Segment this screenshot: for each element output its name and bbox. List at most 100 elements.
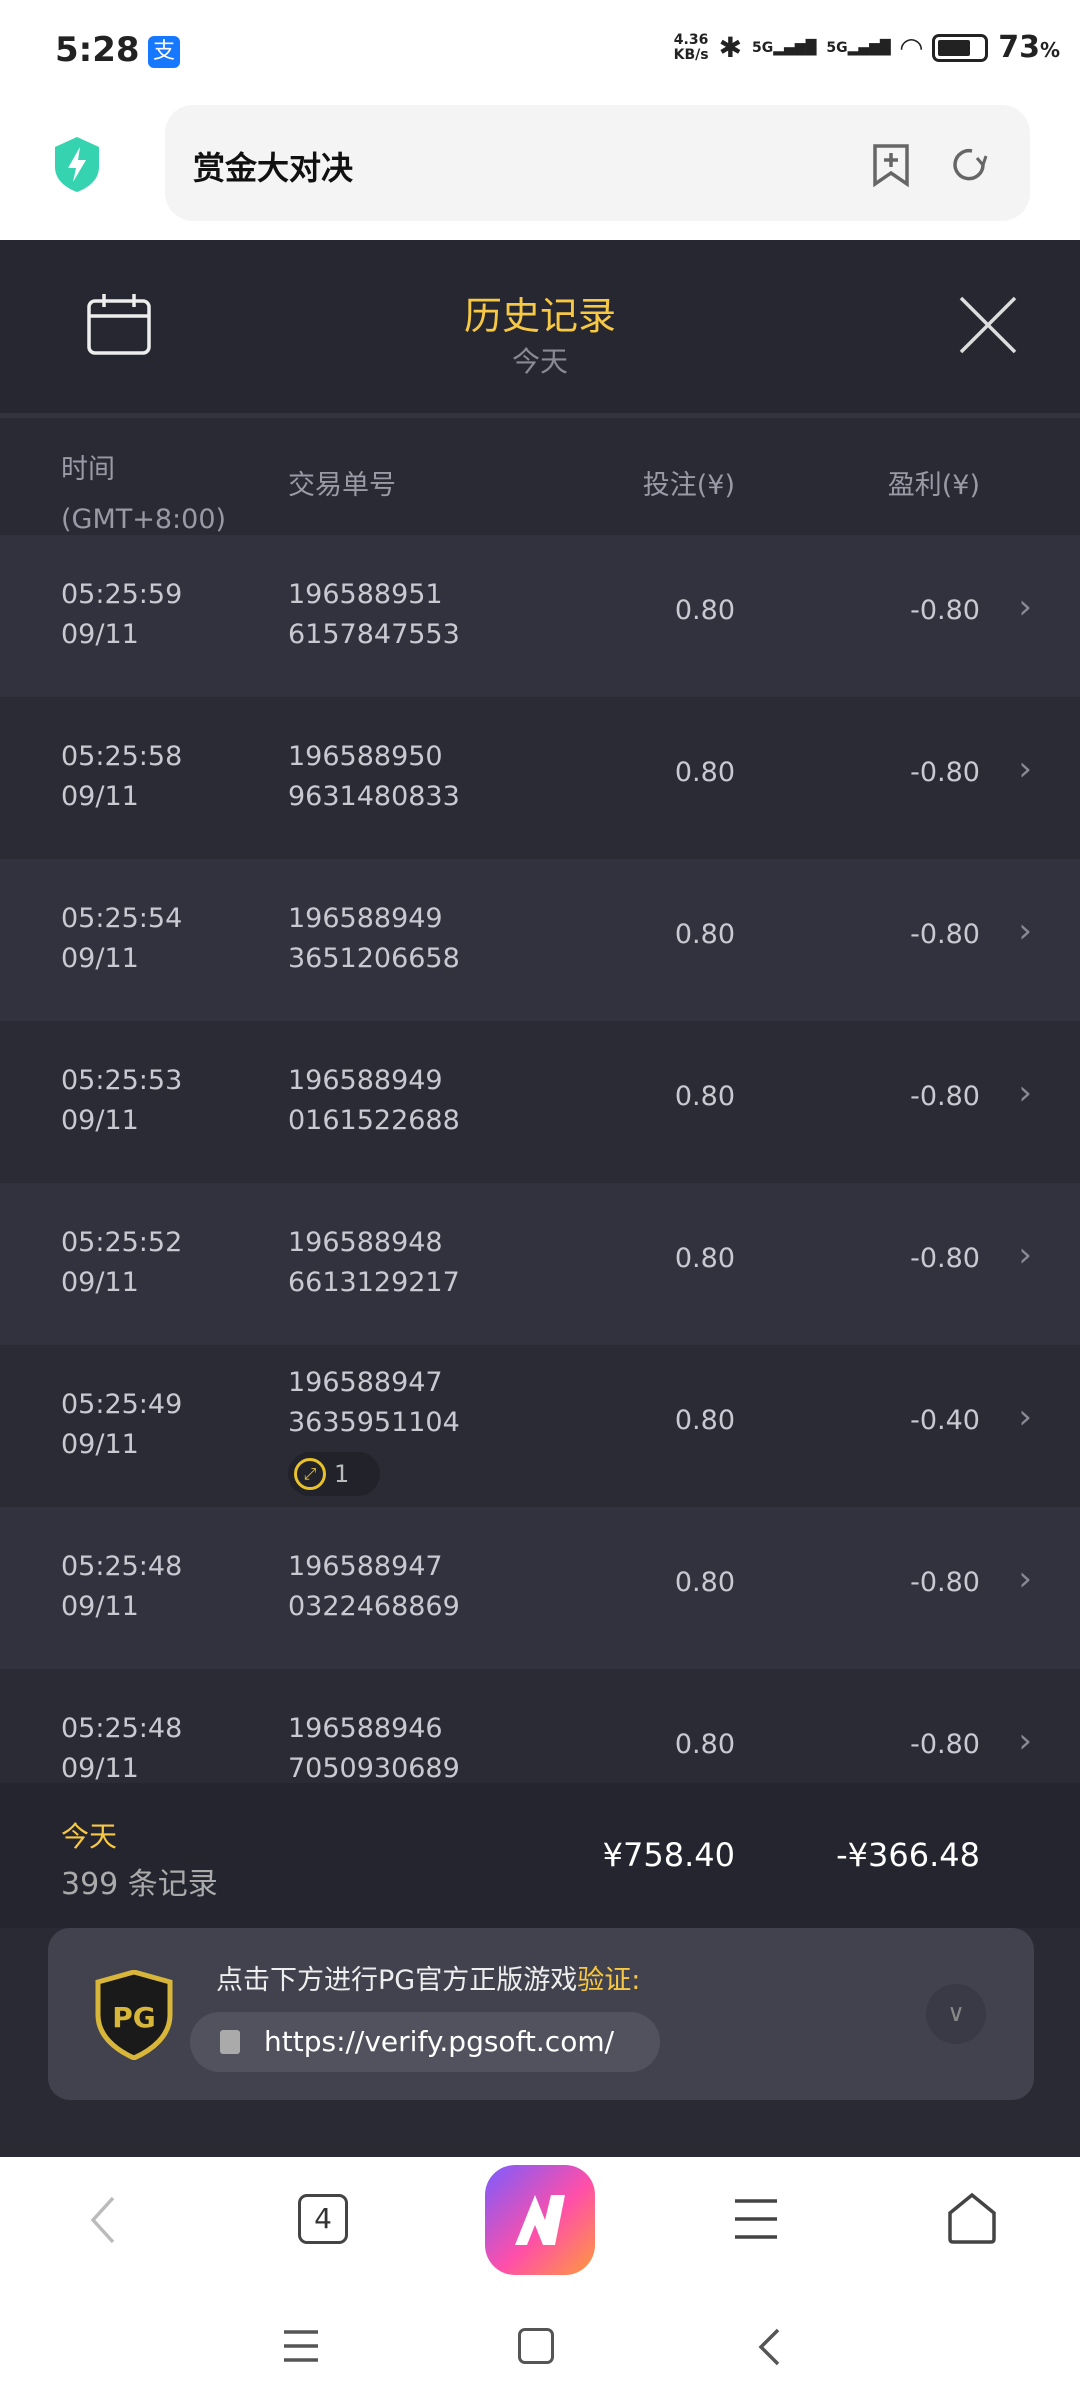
bluetooth-icon: ✱	[718, 31, 743, 64]
row-txn-id: 0322468869	[288, 1591, 460, 1622]
row-bet: 0.80	[674, 1081, 735, 1112]
row-txn-id: 6157847553	[288, 619, 460, 650]
history-title: 历史记录	[463, 294, 616, 338]
row-profit: -0.40	[910, 1405, 980, 1436]
row-profit: -0.80	[910, 1243, 980, 1274]
verify-banner: PG 点击下方进行PG官方正版游戏验证: https://verify.pgso…	[48, 1928, 1034, 2100]
tabs-button[interactable]: 4	[298, 2194, 348, 2244]
row-txn-id: 196588947	[288, 1551, 443, 1582]
chevron-right-icon[interactable]: ›	[1018, 1721, 1032, 1761]
row-date: 09/11	[61, 781, 139, 812]
table-row[interactable]: 05:25:49 09/11 196588947 3635951104 0.80 -…	[0, 1345, 1080, 1507]
row-time: 05:25:48	[61, 1551, 183, 1582]
refresh-icon[interactable]	[950, 145, 990, 185]
table-row[interactable]: 05:25:53 09/11 196588949 0161522688 0.80 -…	[0, 1021, 1080, 1183]
row-txn-id: 196588947	[288, 1367, 443, 1398]
row-txn-id: 6613129217	[288, 1267, 460, 1298]
row-bet: 0.80	[674, 1729, 735, 1760]
system-home-icon[interactable]	[518, 2328, 554, 2364]
status-time: 5:28	[55, 30, 140, 70]
row-time: 05:25:53	[61, 1065, 183, 1096]
date-filter-label[interactable]: 今天	[511, 345, 568, 378]
col-txn: 交易单号	[288, 470, 396, 501]
chevron-right-icon[interactable]: ›	[1018, 1235, 1032, 1275]
chevron-right-icon[interactable]: ›	[1018, 587, 1032, 627]
row-profit: -0.80	[910, 919, 980, 950]
back-icon[interactable]	[88, 2195, 118, 2245]
table-header: 时间 (GMT+8:00) 交易单号 投注(¥) 盈利(¥)	[0, 423, 1080, 535]
close-icon[interactable]	[958, 295, 1018, 355]
row-profit: -0.80	[910, 1081, 980, 1112]
coin-icon: ⤢	[294, 1458, 326, 1490]
row-date: 09/11	[61, 1429, 139, 1460]
row-profit: -0.80	[910, 1729, 980, 1760]
row-bet: 0.80	[674, 919, 735, 950]
row-bet: 0.80	[674, 1567, 735, 1598]
summary-bar: 今天 399 条记录 ¥758.40 -¥366.48	[0, 1783, 1080, 1928]
row-txn-id: 196588948	[288, 1227, 443, 1258]
home-icon[interactable]	[946, 2191, 998, 2245]
col-timezone: (GMT+8:00)	[61, 504, 227, 535]
row-txn-id: 3635951104	[288, 1407, 460, 1438]
battery-icon	[932, 33, 989, 62]
system-back-icon[interactable]	[756, 2327, 782, 2367]
col-bet: 投注(¥)	[642, 470, 735, 501]
col-time: 时间	[61, 454, 115, 485]
browser-bottom-nav: 4	[0, 2157, 1080, 2400]
browser-toolbar: 赏金大对决	[0, 105, 1080, 225]
row-date: 09/11	[61, 1753, 139, 1784]
svg-text:PG: PG	[112, 2001, 156, 2034]
chevron-right-icon[interactable]: ›	[1018, 749, 1032, 789]
system-recents-icon[interactable]	[282, 2329, 320, 2363]
browser-ai-icon[interactable]	[485, 2165, 595, 2275]
pg-logo: PG	[95, 1970, 173, 2060]
verify-text: 点击下方进行PG官方正版游戏验证:	[216, 1965, 641, 1996]
row-txn-id: 7050930689	[288, 1753, 460, 1784]
row-txn-id: 196588949	[288, 903, 443, 934]
row-date: 09/11	[61, 943, 139, 974]
battery-level: 73%	[998, 30, 1060, 65]
add-bookmark-icon[interactable]	[872, 143, 910, 187]
summary-label: 今天	[61, 1820, 118, 1853]
row-txn-id: 9631480833	[288, 781, 460, 812]
table-row[interactable]: 05:25:52 09/11 196588948 6613129217 0.80 -…	[0, 1183, 1080, 1345]
lock-icon	[220, 2030, 240, 2054]
expand-chevron-icon[interactable]: ∨	[926, 1984, 986, 2044]
table-row[interactable]: 05:25:48 09/11 196588947 0322468869 0.80 -…	[0, 1507, 1080, 1669]
row-time: 05:25:59	[61, 579, 183, 610]
security-shield-icon[interactable]	[52, 135, 102, 193]
col-profit: 盈利(¥)	[887, 470, 980, 501]
chevron-right-icon[interactable]: ›	[1018, 1559, 1032, 1599]
calendar-icon[interactable]	[86, 292, 152, 356]
row-bet: 0.80	[674, 1405, 735, 1436]
row-profit: -0.80	[910, 1567, 980, 1598]
wifi-icon: ◠	[900, 31, 923, 64]
net-speed: 4.36 KB/s	[673, 31, 709, 63]
free-spin-badge: ⤢ 1	[288, 1452, 380, 1496]
chevron-right-icon[interactable]: ›	[1018, 911, 1032, 951]
total-bet: ¥758.40	[602, 1836, 735, 1874]
chevron-right-icon[interactable]: ›	[1018, 1073, 1032, 1113]
row-time: 05:25:48	[61, 1713, 183, 1744]
menu-icon[interactable]	[733, 2197, 779, 2241]
page-title: 赏金大对决	[193, 149, 354, 187]
record-count: 399 条记录	[61, 1867, 218, 1902]
table-row[interactable]: 05:25:59 09/11 196588951 6157847553 0.80 -…	[0, 535, 1080, 697]
chevron-right-icon[interactable]: ›	[1018, 1397, 1032, 1437]
row-profit: -0.80	[910, 595, 980, 626]
row-txn-id: 196588946	[288, 1713, 443, 1744]
row-bet: 0.80	[674, 595, 735, 626]
signal-icon: 5G▂▄▆█	[826, 39, 891, 56]
row-date: 09/11	[61, 1591, 139, 1622]
verify-url-link[interactable]: https://verify.pgsoft.com/	[190, 2012, 660, 2072]
row-txn-id: 196588949	[288, 1065, 443, 1096]
row-time: 05:25:52	[61, 1227, 183, 1258]
row-profit: -0.80	[910, 757, 980, 788]
table-row[interactable]: 05:25:58 09/11 196588950 9631480833 0.80 -…	[0, 697, 1080, 859]
history-panel: 历史记录 今天 时间 (GMT+8:00) 交易单号 投注(¥) 盈利(¥) 05…	[0, 240, 1080, 2157]
signal-icon: 5G▂▄▆█	[752, 39, 817, 56]
table-row[interactable]: 05:25:54 09/11 196588949 3651206658 0.80 -…	[0, 859, 1080, 1021]
history-header: 历史记录 今天	[0, 240, 1080, 418]
alipay-icon: 支	[148, 36, 180, 68]
address-bar[interactable]: 赏金大对决	[165, 105, 1030, 221]
